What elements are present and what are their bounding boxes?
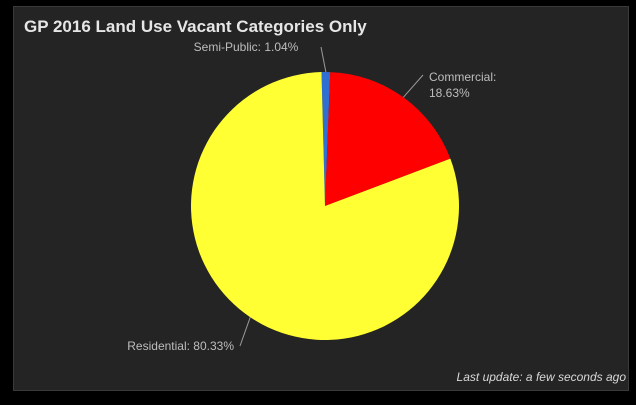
pie-slice-commercial[interactable] [325, 72, 451, 207]
slice-label-semi-public: Semi-Public: 1.04% [194, 40, 299, 54]
slice-label-residential: Residential: 80.33% [127, 339, 234, 353]
pie-chart: Semi-Public: 1.04% Commercial: 18.63% Resid… [127, 40, 496, 353]
chart-title: GP 2016 Land Use Vacant Categories Only [24, 17, 367, 36]
last-update-text: Last update: a few seconds ago [456, 370, 626, 384]
leader-line-semi-public [320, 46, 327, 73]
leader-line-commercial [402, 74, 424, 98]
pie-slice-semi-public[interactable] [321, 72, 331, 207]
leader-line-residential [239, 317, 251, 347]
chart-widget: GP 2016 Land Use Vacant Categories Only … [13, 6, 629, 391]
slice-label-commercial: Commercial: 18.63% [429, 70, 496, 100]
pie-slice-residential[interactable] [191, 72, 460, 340]
